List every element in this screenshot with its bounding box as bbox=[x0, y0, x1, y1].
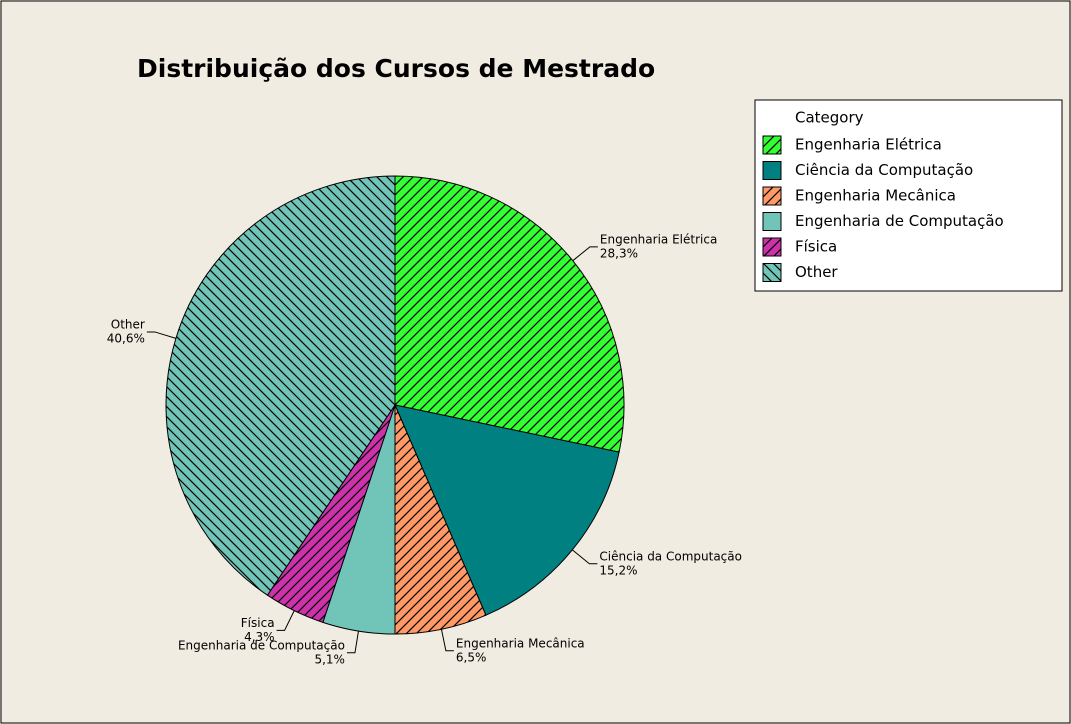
legend-swatch bbox=[762, 212, 782, 231]
slice-label: Other bbox=[111, 317, 145, 331]
pie-slice bbox=[165, 175, 396, 596]
leader-line bbox=[346, 630, 359, 654]
legend-label: Física bbox=[795, 238, 837, 256]
slice-value-label: 28,3% bbox=[600, 246, 638, 260]
legend-swatch bbox=[762, 161, 782, 180]
slice-value-label: 4,3% bbox=[244, 630, 275, 644]
pie-slice bbox=[394, 175, 625, 453]
legend-label: Engenharia Mecânica bbox=[795, 187, 956, 205]
slice-value-label: 15,2% bbox=[599, 563, 637, 577]
legend-label: Engenharia de Computação bbox=[795, 212, 1004, 230]
legend-title: Category bbox=[795, 109, 864, 127]
slice-label: Física bbox=[241, 616, 275, 630]
leader-line bbox=[276, 610, 295, 631]
chart-title: Distribuição dos Cursos de Mestrado bbox=[137, 54, 655, 83]
slice-label: Engenharia de Computação bbox=[178, 638, 345, 652]
leader-line bbox=[572, 549, 598, 565]
legend-label: Other bbox=[795, 263, 838, 281]
slice-label: Engenharia Mecânica bbox=[456, 636, 585, 650]
legend-box bbox=[754, 99, 1063, 292]
leader-line bbox=[146, 331, 177, 339]
slice-label: Ciência da Computação bbox=[599, 549, 742, 563]
slice-label: Engenharia Elétrica bbox=[600, 232, 717, 246]
legend-swatch bbox=[762, 186, 782, 206]
legend-label: Ciência da Computação bbox=[795, 161, 973, 179]
legend-swatch bbox=[762, 263, 782, 282]
slice-value-label: 6,5% bbox=[456, 650, 487, 664]
legend-swatch bbox=[762, 237, 782, 257]
leader-line bbox=[440, 629, 454, 652]
legend-swatch bbox=[762, 135, 782, 155]
slice-value-label: 40,6% bbox=[107, 331, 145, 345]
slice-value-label: 5,1% bbox=[314, 652, 345, 666]
leader-line bbox=[572, 246, 598, 262]
legend-label: Engenharia Elétrica bbox=[795, 136, 942, 154]
